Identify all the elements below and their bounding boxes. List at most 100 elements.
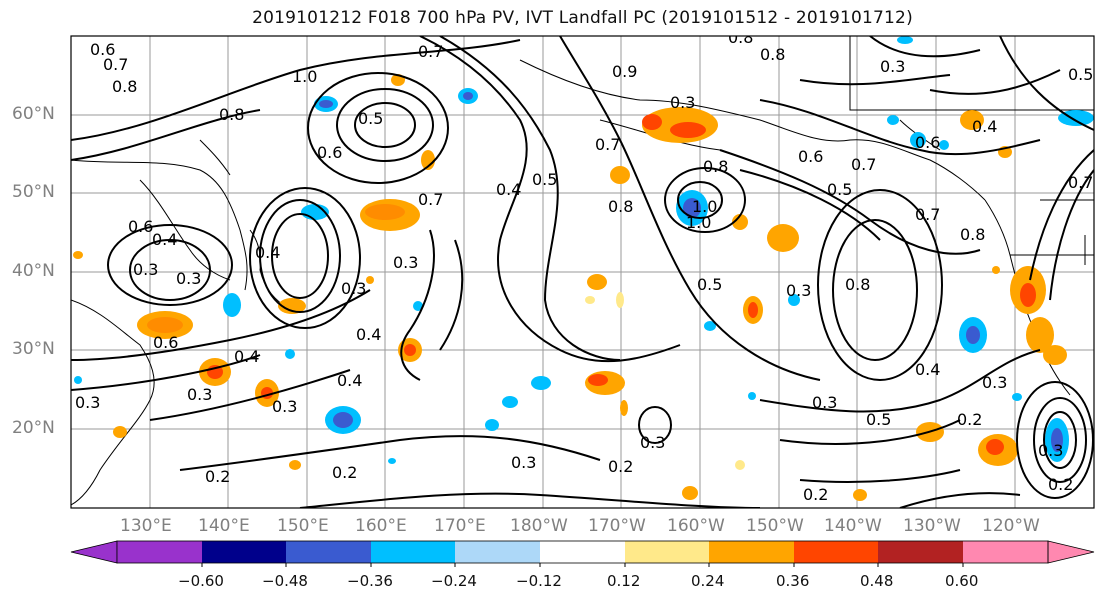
lon-label: 170°E bbox=[434, 516, 486, 536]
lon-label: 140°W bbox=[824, 516, 882, 536]
contour-label: 0.7 bbox=[1068, 173, 1093, 192]
contour-label: 0.8 bbox=[703, 157, 728, 176]
contour-label: 0.2 bbox=[957, 410, 982, 429]
lon-label: 170°W bbox=[588, 516, 646, 536]
contour-label: 0.3 bbox=[640, 433, 665, 452]
contour-label: 0.3 bbox=[670, 93, 695, 112]
colorbar-tick-label: −0.24 bbox=[431, 572, 477, 590]
contour-label: 0.2 bbox=[608, 457, 633, 476]
contour-label: 0.3 bbox=[393, 253, 418, 272]
contour-label: 0.8 bbox=[608, 197, 633, 216]
colorbar-cell bbox=[625, 541, 709, 563]
contour-label: 1.0 bbox=[686, 213, 711, 232]
contour-label: 1.0 bbox=[292, 67, 317, 86]
contour-label: 0.4 bbox=[337, 371, 362, 390]
contour-label: 0.2 bbox=[803, 485, 828, 504]
contour-label: 0.7 bbox=[103, 55, 128, 74]
contour-label: 0.4 bbox=[234, 347, 259, 366]
contour-label: 0.6 bbox=[153, 333, 178, 352]
lat-label: 20°N bbox=[12, 418, 55, 438]
lon-label: 130°E bbox=[120, 516, 172, 536]
contour-label: 1.0 bbox=[692, 197, 717, 216]
lon-label: 150°W bbox=[746, 516, 804, 536]
graticule bbox=[71, 36, 1094, 508]
colorbar-tick-label: 0.60 bbox=[945, 572, 979, 590]
contour-label: 0.7 bbox=[595, 135, 620, 154]
colorbar-tick-label: 0.48 bbox=[860, 572, 894, 590]
title-bar: 2019101212 F018 700 hPa PV, IVT Landfall… bbox=[0, 0, 1105, 34]
contour-label: 0.5 bbox=[532, 170, 557, 189]
contour-label: 0.2 bbox=[205, 467, 230, 486]
colorbar-cell bbox=[878, 541, 963, 563]
contour-label: 0.3 bbox=[272, 397, 297, 416]
colorbar-cell bbox=[709, 541, 794, 563]
colorbar-extend-high bbox=[1047, 540, 1095, 564]
contour-label: 0.8 bbox=[728, 28, 753, 47]
lat-label: 50°N bbox=[12, 182, 55, 202]
contour-label: 0.3 bbox=[1038, 441, 1063, 460]
contour-label: 0.3 bbox=[187, 385, 212, 404]
lon-label: 140°E bbox=[198, 516, 250, 536]
lon-label: 120°W bbox=[982, 516, 1040, 536]
map-frame bbox=[70, 35, 1095, 509]
figure-title: 2019101212 F018 700 hPa PV, IVT Landfall… bbox=[252, 8, 913, 28]
contour-label: 0.3 bbox=[812, 393, 837, 412]
coastlines bbox=[71, 36, 1094, 506]
contour-label: 0.4 bbox=[152, 230, 177, 249]
colorbar-tick-label: −0.12 bbox=[516, 572, 562, 590]
contour-label: 0.6 bbox=[317, 143, 342, 162]
contour-label: 0.3 bbox=[341, 279, 366, 298]
contour-label: 0.4 bbox=[356, 325, 381, 344]
contour-label: 0.5 bbox=[358, 109, 383, 128]
contour-label: 0.6 bbox=[90, 40, 115, 59]
contour-label: 0.7 bbox=[418, 42, 443, 61]
contour-label: 0.7 bbox=[915, 205, 940, 224]
colorbar-cell bbox=[963, 541, 1048, 563]
contour-label: 0.3 bbox=[133, 260, 158, 279]
lon-label: 160°E bbox=[355, 516, 407, 536]
contour-label: 0.3 bbox=[75, 393, 100, 412]
lon-label: 160°W bbox=[667, 516, 725, 536]
colorbar bbox=[70, 540, 1095, 567]
lon-label: 180°W bbox=[510, 516, 568, 536]
contour-label: 0.5 bbox=[866, 410, 891, 429]
contour-labels: 0.6 0.7 0.8 1.0 0.7 0.8 0.9 0.3 0.8 0.7 … bbox=[75, 28, 1093, 504]
colorbar-cell bbox=[540, 541, 625, 563]
pv-anomaly-fills bbox=[73, 36, 1094, 501]
contour-label: 0.6 bbox=[915, 133, 940, 152]
contour-label: 0.8 bbox=[960, 225, 985, 244]
contour-label: 0.8 bbox=[219, 105, 244, 124]
contour-label: 0.5 bbox=[1068, 65, 1093, 84]
contour-label: 0.8 bbox=[845, 275, 870, 294]
lon-label: 150°E bbox=[277, 516, 329, 536]
colorbar-tick-label: 0.36 bbox=[776, 572, 810, 590]
contour-label: 0.2 bbox=[332, 463, 357, 482]
contour-label: 0.6 bbox=[798, 147, 823, 166]
colorbar-extend-low bbox=[70, 540, 118, 564]
colorbar-cell bbox=[202, 541, 286, 563]
contour-label: 0.4 bbox=[255, 243, 280, 262]
contour-label: 0.8 bbox=[112, 77, 137, 96]
contour-label: 0.5 bbox=[697, 275, 722, 294]
contour-label: 0.3 bbox=[176, 269, 201, 288]
colorbar-tick-label: −0.36 bbox=[347, 572, 393, 590]
lat-label: 30°N bbox=[12, 339, 55, 359]
pv-contours bbox=[71, 36, 1094, 508]
contour-label: 0.8 bbox=[760, 45, 785, 64]
contour-label: 0.2 bbox=[1048, 475, 1073, 494]
contour-label: 0.6 bbox=[128, 217, 153, 236]
colorbar-cell bbox=[117, 541, 202, 563]
colorbar-tick-label: 0.12 bbox=[607, 572, 641, 590]
colorbar-tick-label: −0.48 bbox=[262, 572, 308, 590]
lat-label: 60°N bbox=[12, 104, 55, 124]
contour-label: 0.3 bbox=[786, 281, 811, 300]
contour-label: 0.9 bbox=[612, 62, 637, 81]
contour-label: 0.3 bbox=[982, 373, 1007, 392]
colorbar-tick-label: −0.60 bbox=[178, 572, 224, 590]
lon-label: 130°W bbox=[903, 516, 961, 536]
colorbar-cell bbox=[455, 541, 540, 563]
contour-label: 0.3 bbox=[880, 57, 905, 76]
colorbar-cell bbox=[794, 541, 878, 563]
contour-label: 0.3 bbox=[511, 453, 536, 472]
